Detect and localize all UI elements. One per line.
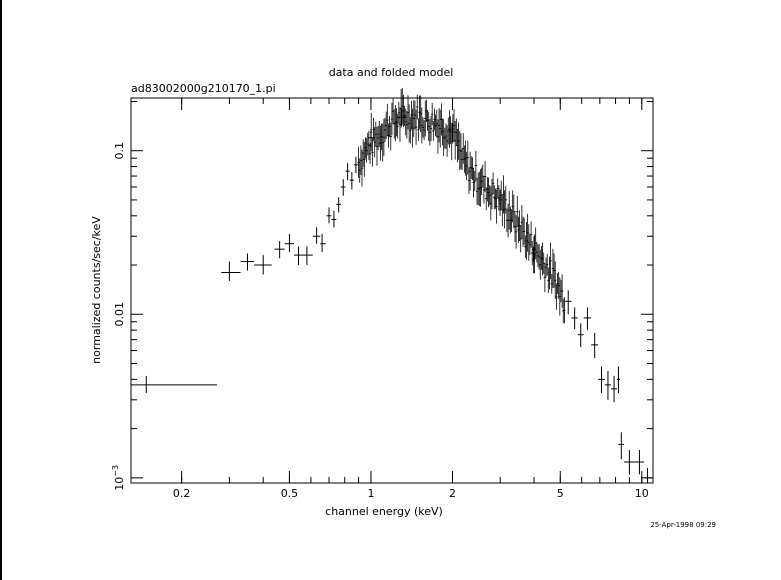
x-tick-label: 2 xyxy=(449,487,456,500)
data-point xyxy=(591,332,599,359)
data-point xyxy=(532,236,536,262)
dense-bin xyxy=(389,122,392,151)
data-point xyxy=(644,467,652,483)
timestamp: 25-Apr-1998 09:29 xyxy=(650,521,716,529)
data-point xyxy=(618,432,625,460)
data-point xyxy=(571,307,578,330)
dense-bin xyxy=(543,263,547,293)
data-point xyxy=(320,233,326,253)
dense-bin xyxy=(370,112,373,152)
dense-bin xyxy=(545,253,549,276)
dense-bin xyxy=(555,284,558,310)
data-point xyxy=(240,253,255,271)
data-point xyxy=(353,156,358,174)
data-point xyxy=(312,227,321,244)
dense-bin xyxy=(563,297,566,324)
data-point xyxy=(336,197,341,213)
data-point xyxy=(345,163,350,181)
dense-bin xyxy=(516,195,519,228)
chart-title: data and folded model xyxy=(329,66,454,79)
dense-bin xyxy=(396,114,399,139)
x-axis-label: channel energy (keV) xyxy=(325,505,443,518)
dense-bin xyxy=(483,161,487,192)
dense-bin xyxy=(504,185,507,214)
left-border xyxy=(0,0,2,580)
y-tick-label-base: 0.01 xyxy=(113,302,126,327)
data-point xyxy=(331,210,337,228)
dense-bin xyxy=(416,94,419,120)
y-tick-label: 10−3 xyxy=(111,465,126,491)
dense-bin xyxy=(430,102,434,126)
x-tick-label: 5 xyxy=(557,487,564,500)
dense-bin xyxy=(522,217,526,245)
dense-bin xyxy=(491,172,495,195)
data-point xyxy=(564,290,572,315)
dense-bin xyxy=(386,103,389,137)
data-point xyxy=(131,375,217,394)
data-point xyxy=(221,261,241,281)
dense-bin xyxy=(417,118,420,142)
dense-bin xyxy=(466,140,470,175)
dense-bin xyxy=(554,261,557,299)
plot-frame xyxy=(130,97,654,484)
y-tick-label: 0.01 xyxy=(113,302,126,327)
x-tick-label: 10 xyxy=(635,487,649,500)
x-tick-label: 0.2 xyxy=(173,487,191,500)
dense-bin xyxy=(514,215,518,249)
dense-bin xyxy=(495,189,498,224)
dense-bin xyxy=(560,274,564,308)
data-point xyxy=(349,172,354,190)
chart-subtitle: ad83002000g210170_1.pi xyxy=(131,82,276,95)
dense-bin xyxy=(549,242,552,280)
dense-bin xyxy=(432,121,435,141)
x-tick-label: 0.5 xyxy=(281,487,299,500)
data-point xyxy=(617,366,620,394)
dense-bin xyxy=(371,138,374,167)
data-point xyxy=(294,246,303,266)
data-point xyxy=(611,375,618,403)
data-point xyxy=(604,370,612,400)
dense-bin xyxy=(474,150,478,181)
data-point xyxy=(274,241,285,259)
dense-bin xyxy=(360,149,364,187)
data-point xyxy=(340,179,346,196)
dense-bin xyxy=(414,109,418,145)
dense-bin xyxy=(473,171,476,192)
y-axis-label: normalized counts/sec/keV xyxy=(90,216,103,364)
dense-bin xyxy=(429,115,433,142)
dense-bin xyxy=(409,116,412,144)
dense-bin xyxy=(529,221,533,248)
dense-bin xyxy=(368,143,372,165)
y-tick-label-exponent: −3 xyxy=(111,465,120,477)
y-tick-label-base: 10 xyxy=(113,477,126,491)
data-point xyxy=(284,233,295,253)
data-point xyxy=(624,449,635,475)
data-point xyxy=(326,207,332,224)
data-points xyxy=(131,87,652,483)
data-point xyxy=(634,449,645,475)
data-point xyxy=(254,255,272,275)
data-point xyxy=(598,366,605,394)
data-point xyxy=(302,246,313,266)
y-tick-label-base: 0.1 xyxy=(113,142,126,160)
x-tick-label: 1 xyxy=(367,487,374,500)
y-tick-label: 0.1 xyxy=(113,142,126,160)
data-point xyxy=(583,307,592,331)
data-point xyxy=(577,323,584,348)
